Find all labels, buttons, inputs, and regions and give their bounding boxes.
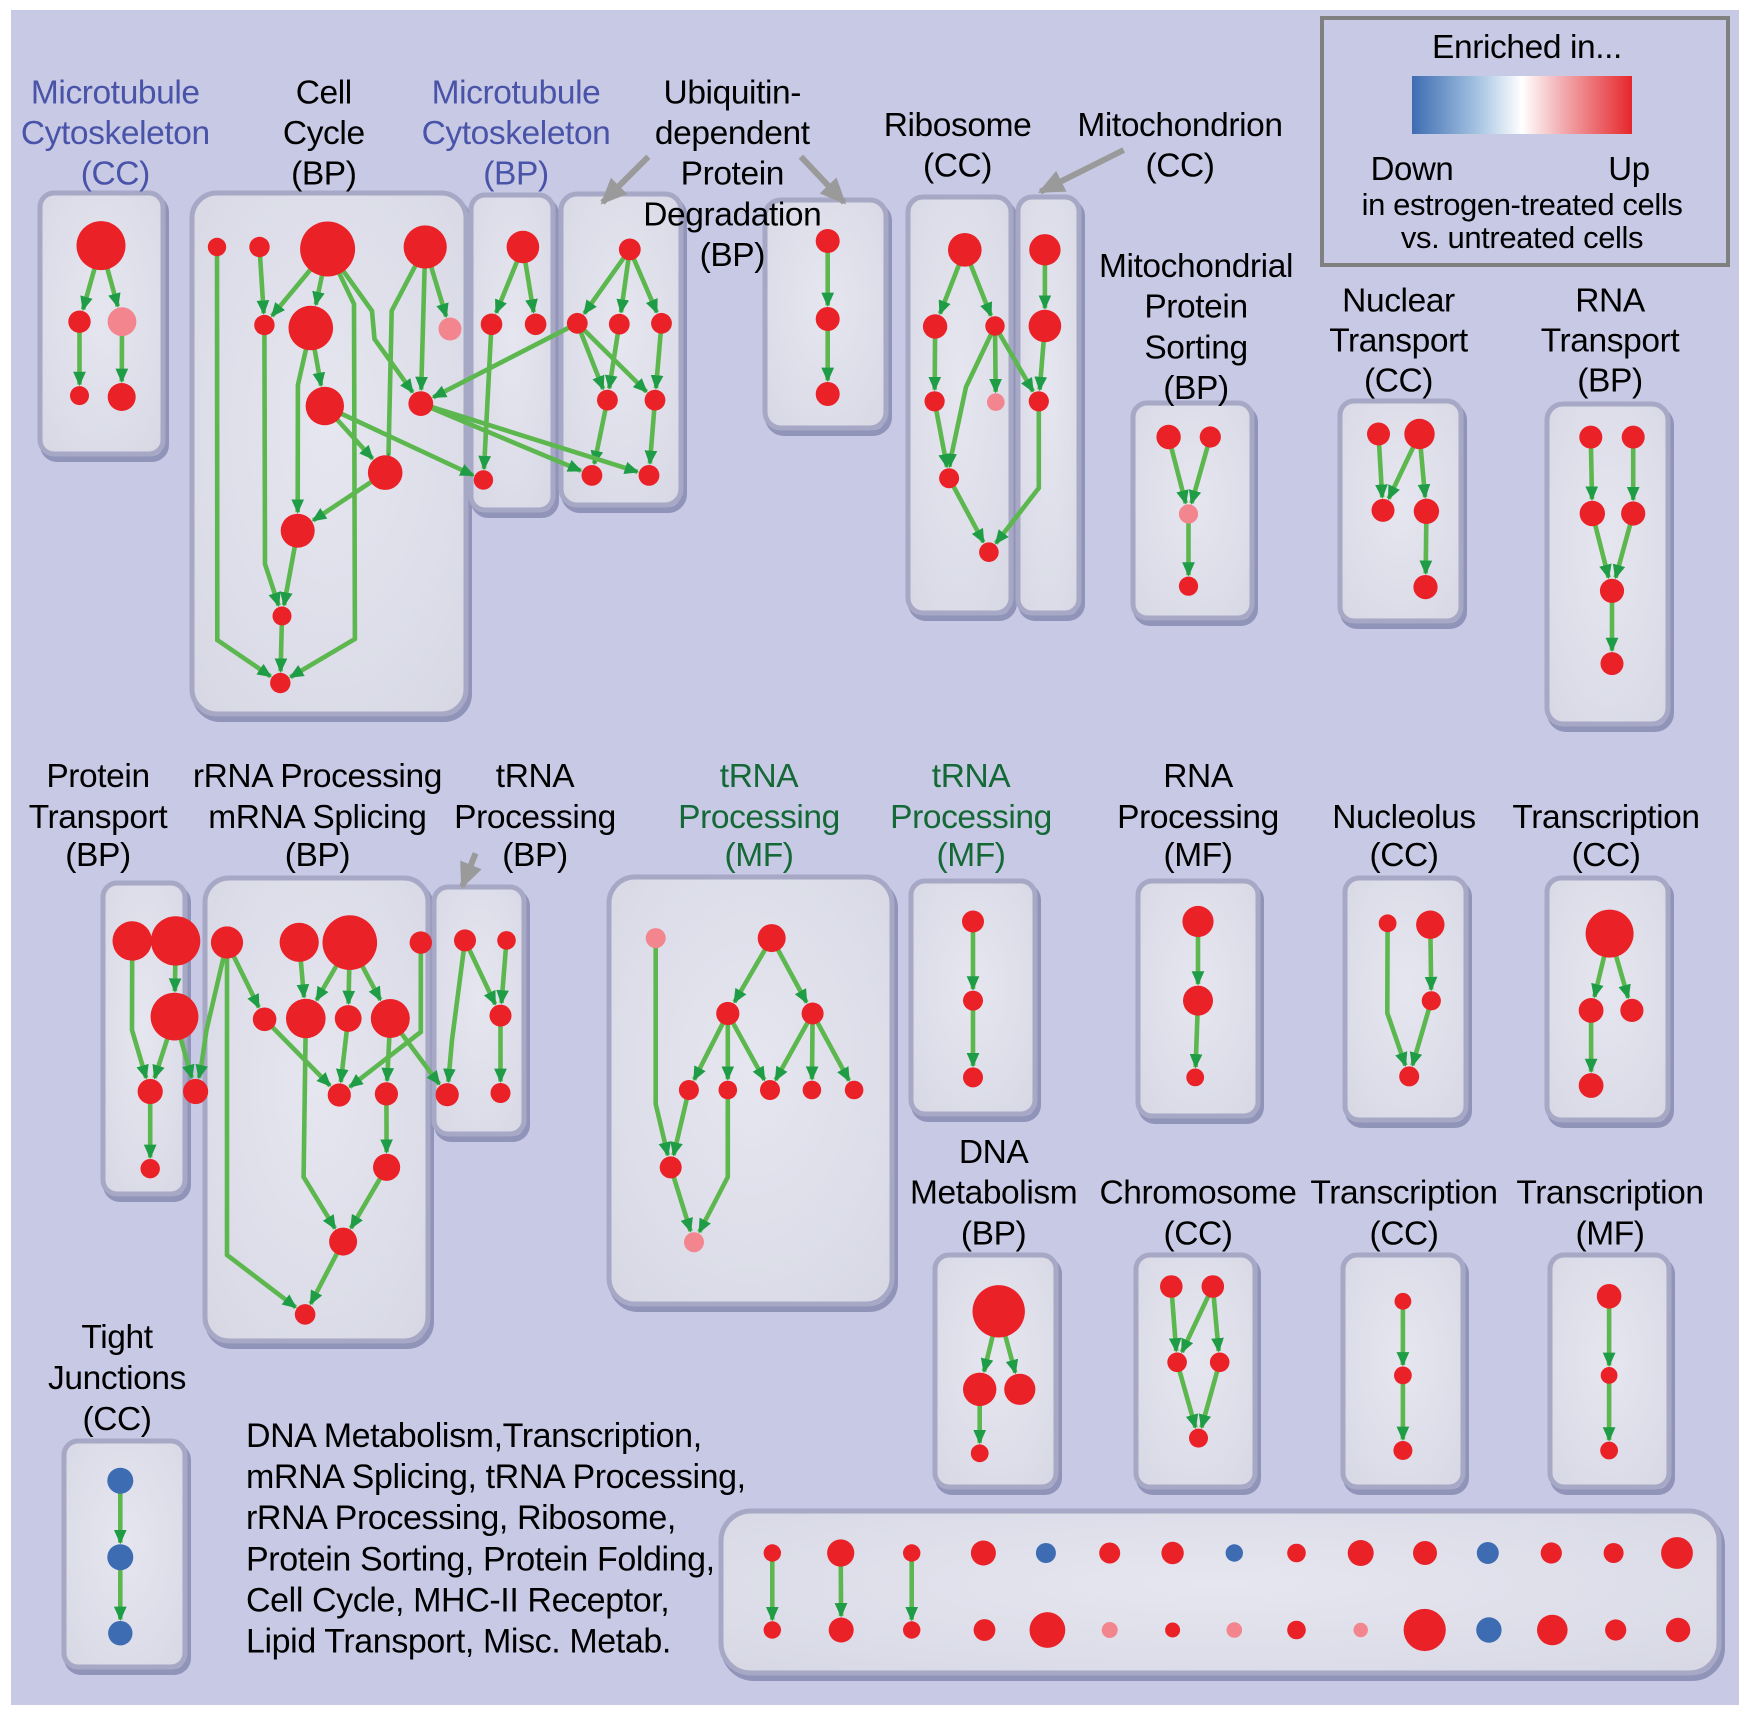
svg-text:Metabolism: Metabolism — [910, 1175, 1077, 1212]
svg-text:Cycle: Cycle — [283, 115, 365, 152]
svg-text:mRNA Splicing: mRNA Splicing — [208, 799, 426, 836]
svg-text:RNA: RNA — [1163, 758, 1234, 795]
svg-text:vs. untreated cells: vs. untreated cells — [1401, 220, 1643, 255]
svg-text:tRNA: tRNA — [932, 758, 1011, 795]
svg-text:Mitochondrial: Mitochondrial — [1099, 248, 1293, 285]
svg-text:RNA: RNA — [1575, 283, 1646, 320]
svg-text:Enriched in...: Enriched in... — [1432, 29, 1622, 66]
svg-text:(BP): (BP) — [502, 837, 567, 874]
svg-text:Transcription: Transcription — [1310, 1175, 1497, 1212]
svg-text:(MF): (MF) — [1575, 1215, 1644, 1252]
svg-text:Cell Cycle, MHC-II Receptor,: Cell Cycle, MHC-II Receptor, — [246, 1581, 669, 1619]
svg-text:Microtubule: Microtubule — [31, 74, 200, 111]
svg-text:(MF): (MF) — [936, 837, 1005, 874]
svg-text:Ubiquitin-: Ubiquitin- — [664, 74, 802, 111]
svg-text:Processing: Processing — [454, 799, 616, 836]
svg-text:Cytoskeleton: Cytoskeleton — [422, 115, 611, 152]
svg-text:(BP): (BP) — [700, 237, 765, 274]
svg-text:Ribosome: Ribosome — [884, 107, 1032, 144]
svg-text:Degradation: Degradation — [643, 196, 821, 233]
svg-text:(CC): (CC) — [82, 1401, 151, 1438]
svg-text:DNA Metabolism,Transcription,: DNA Metabolism,Transcription, — [246, 1417, 702, 1455]
svg-text:Protein: Protein — [1144, 289, 1247, 326]
svg-text:(BP): (BP) — [483, 156, 548, 193]
svg-text:(CC): (CC) — [923, 148, 992, 185]
svg-text:Cell: Cell — [296, 74, 352, 111]
svg-text:Protein: Protein — [46, 758, 149, 795]
svg-text:Processing: Processing — [1117, 799, 1279, 836]
svg-text:(CC): (CC) — [1369, 837, 1438, 874]
svg-text:Processing: Processing — [890, 799, 1052, 836]
svg-text:Nuclear: Nuclear — [1342, 283, 1455, 320]
svg-text:(CC): (CC) — [1364, 363, 1433, 400]
svg-text:(CC): (CC) — [1163, 1215, 1232, 1252]
svg-text:tRNA: tRNA — [720, 758, 799, 795]
svg-text:Tight: Tight — [81, 1319, 153, 1356]
svg-text:rRNA Processing: rRNA Processing — [193, 758, 442, 795]
svg-text:DNA: DNA — [959, 1134, 1030, 1171]
svg-text:(BP): (BP) — [291, 156, 356, 193]
svg-text:Protein Sorting, Protein Foldi: Protein Sorting, Protein Folding, — [246, 1540, 715, 1578]
svg-text:(BP): (BP) — [1577, 363, 1642, 400]
svg-text:Microtubule: Microtubule — [432, 74, 601, 111]
svg-text:(MF): (MF) — [1163, 837, 1232, 874]
svg-text:Cytoskeleton: Cytoskeleton — [21, 115, 210, 152]
svg-text:in estrogen-treated cells: in estrogen-treated cells — [1362, 187, 1683, 222]
svg-text:Nucleolus: Nucleolus — [1332, 799, 1476, 836]
svg-text:(BP): (BP) — [285, 837, 350, 874]
svg-text:(CC): (CC) — [1145, 148, 1214, 185]
svg-text:(CC): (CC) — [1571, 837, 1640, 874]
svg-text:Mitochondrion: Mitochondrion — [1077, 107, 1282, 144]
svg-text:rRNA Processing, Ribosome,: rRNA Processing, Ribosome, — [246, 1499, 676, 1537]
svg-text:Processing: Processing — [678, 799, 840, 836]
svg-text:Transport: Transport — [1329, 323, 1469, 360]
svg-text:(BP): (BP) — [1163, 370, 1228, 407]
svg-text:Up: Up — [1608, 150, 1649, 187]
svg-text:Transport: Transport — [1541, 323, 1681, 360]
svg-text:Chromosome: Chromosome — [1099, 1175, 1296, 1212]
svg-text:(MF): (MF) — [724, 837, 793, 874]
svg-text:Lipid Transport, Misc. Metab.: Lipid Transport, Misc. Metab. — [246, 1623, 671, 1661]
svg-text:Sorting: Sorting — [1144, 329, 1247, 366]
svg-text:Transcription: Transcription — [1516, 1175, 1703, 1212]
svg-text:tRNA: tRNA — [496, 758, 575, 795]
svg-text:Down: Down — [1371, 150, 1454, 187]
svg-text:Transport: Transport — [29, 799, 169, 836]
svg-text:(CC): (CC) — [1369, 1215, 1438, 1252]
svg-text:(BP): (BP) — [65, 837, 130, 874]
svg-text:dependent: dependent — [655, 115, 811, 152]
svg-text:Junctions: Junctions — [48, 1360, 186, 1397]
svg-text:Transcription: Transcription — [1512, 799, 1699, 836]
svg-text:mRNA Splicing, tRNA Processing: mRNA Splicing, tRNA Processing, — [246, 1458, 746, 1496]
svg-text:(BP): (BP) — [961, 1215, 1026, 1252]
svg-text:(CC): (CC) — [81, 156, 150, 193]
svg-text:Protein: Protein — [681, 156, 784, 193]
